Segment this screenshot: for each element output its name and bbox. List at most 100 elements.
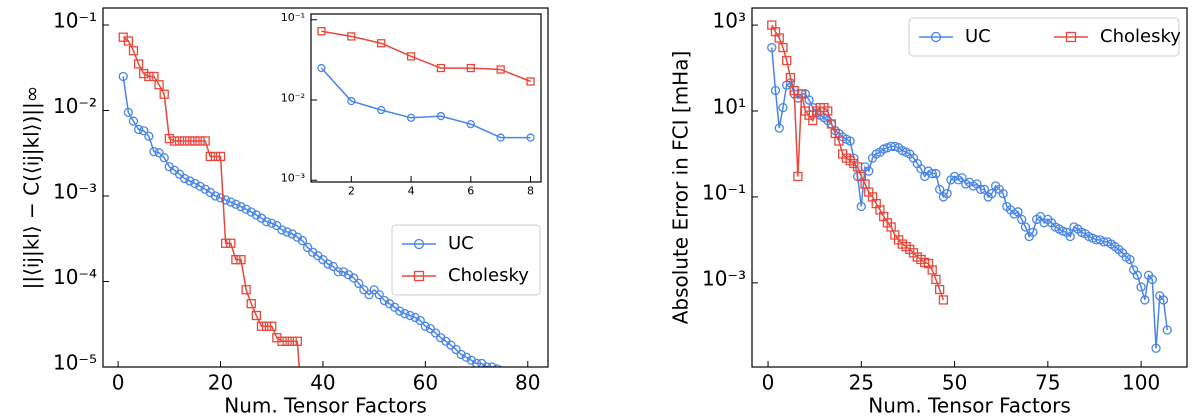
marker — [998, 188, 1008, 199]
marker — [845, 136, 855, 146]
marker — [149, 71, 159, 82]
marker — [323, 259, 333, 269]
marker — [205, 151, 215, 162]
x-tick-label: 2 — [348, 184, 355, 197]
plot-series — [118, 32, 511, 377]
x-tick-label: 100 — [1122, 371, 1160, 395]
marker — [343, 270, 354, 280]
marker — [1158, 295, 1169, 305]
y-tick-label: 10⁻² — [281, 91, 305, 104]
marker — [492, 364, 502, 367]
marker — [292, 336, 302, 346]
legend-label: UC — [448, 233, 474, 254]
marker — [935, 284, 945, 295]
marker — [804, 95, 814, 105]
plot-series — [317, 27, 535, 142]
y-axis-label: ||⟨ij|kl⟩ − C(⟨ij|kl⟩)||∞ — [20, 86, 44, 290]
marker — [282, 336, 292, 346]
marker — [118, 71, 128, 82]
marker — [195, 136, 205, 146]
marker — [451, 344, 461, 355]
marker — [935, 184, 945, 195]
marker — [302, 242, 313, 253]
marker — [359, 285, 369, 295]
marker — [976, 184, 986, 195]
marker — [195, 181, 205, 191]
marker — [406, 113, 416, 122]
y-tick-label: 10⁻³ — [53, 179, 97, 203]
marker — [1058, 226, 1068, 236]
marker — [793, 171, 803, 182]
marker — [413, 270, 425, 282]
marker — [979, 184, 990, 195]
x-tick-label: 80 — [515, 371, 540, 395]
marker — [333, 267, 343, 277]
marker — [347, 32, 356, 41]
marker — [1162, 325, 1172, 335]
marker — [149, 147, 159, 157]
y-tick-label: 10³ — [713, 9, 746, 33]
marker — [826, 119, 837, 129]
marker — [456, 349, 466, 360]
marker — [436, 63, 446, 73]
marker — [154, 148, 164, 158]
marker — [767, 42, 777, 53]
marker — [436, 111, 446, 121]
marker — [482, 362, 492, 367]
marker — [374, 290, 384, 300]
x-axis-label: Num. Tensor Factors — [224, 394, 427, 418]
marker — [180, 173, 190, 184]
marker — [154, 80, 164, 90]
marker — [823, 106, 833, 116]
marker — [246, 207, 256, 217]
marker — [770, 85, 781, 96]
marker — [410, 312, 420, 323]
y-axis-label: Absolute Error in FCI [mHa] — [669, 51, 693, 325]
marker — [774, 123, 784, 133]
x-tick-label: 50 — [942, 371, 967, 395]
marker — [496, 65, 505, 74]
legend: UC Cholesky — [908, 17, 1181, 57]
series-line — [320, 67, 531, 139]
y-tick-label: 10⁻¹ — [281, 11, 305, 24]
marker — [430, 328, 441, 338]
marker — [466, 119, 475, 129]
marker — [1028, 227, 1038, 237]
marker — [164, 133, 174, 144]
marker — [526, 77, 535, 86]
marker — [349, 273, 359, 283]
marker — [236, 202, 246, 212]
legend-box — [391, 224, 541, 296]
marker — [277, 336, 287, 346]
axes-frame — [102, 7, 549, 368]
series-line — [321, 30, 531, 83]
marker — [200, 136, 210, 146]
marker — [180, 136, 190, 146]
marker — [503, 369, 511, 377]
marker — [215, 193, 226, 203]
marker — [927, 168, 937, 179]
legend-label: UC — [965, 26, 991, 47]
marker — [931, 274, 941, 285]
marker — [133, 124, 144, 135]
marker — [261, 321, 272, 331]
x-tick-label: 8 — [527, 184, 534, 197]
x-tick-label: 4 — [408, 184, 415, 197]
x-tick-label: 20 — [208, 371, 233, 395]
plot-series — [767, 20, 1172, 353]
marker — [338, 267, 349, 277]
marker — [317, 63, 326, 73]
plot-area — [311, 14, 541, 182]
marker — [139, 68, 149, 79]
marker — [200, 184, 210, 194]
marker — [782, 55, 792, 66]
marker — [133, 59, 144, 69]
marker — [1065, 31, 1077, 43]
marker — [1013, 207, 1023, 217]
y-tick-label: 10⁻³ — [702, 266, 746, 290]
marker — [159, 89, 169, 99]
marker — [317, 27, 326, 36]
marker — [405, 310, 415, 321]
marker — [796, 89, 807, 99]
